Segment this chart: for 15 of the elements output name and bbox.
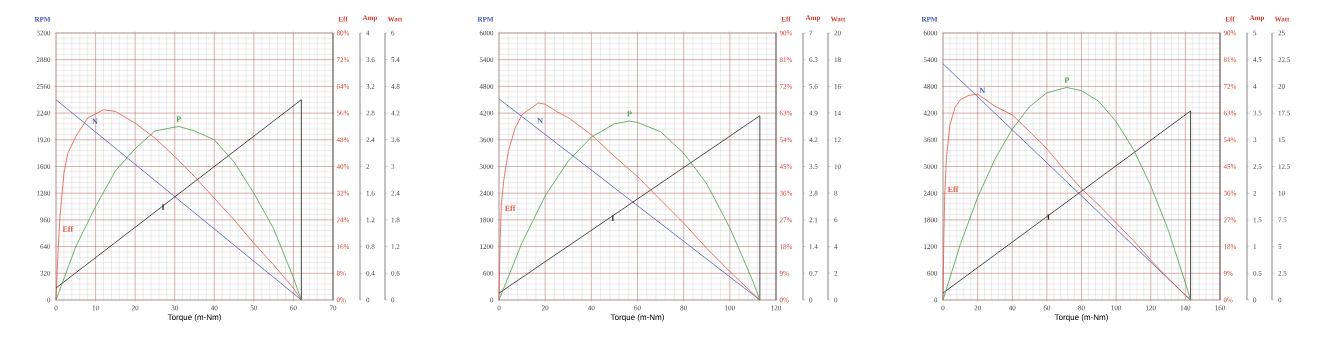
- series-label: N: [92, 118, 98, 125]
- x-axis-title: Torque (m-Nm): [167, 314, 221, 322]
- x-axis-title: Torque (m-Nm): [610, 314, 664, 322]
- series-label: N: [537, 118, 543, 124]
- series-label: N: [979, 87, 986, 94]
- series-label: I: [611, 215, 615, 221]
- series-label: Eff: [62, 226, 74, 232]
- series-label: I: [1047, 214, 1050, 220]
- series-label: Eff: [947, 186, 959, 192]
- series-label: I: [161, 204, 165, 210]
- series-label: P: [627, 111, 632, 117]
- series-label: Eff: [504, 205, 516, 211]
- x-axis-title: Torque (m-Nm): [1054, 314, 1108, 322]
- series-label: P: [1064, 77, 1069, 83]
- series-label: P: [176, 116, 181, 122]
